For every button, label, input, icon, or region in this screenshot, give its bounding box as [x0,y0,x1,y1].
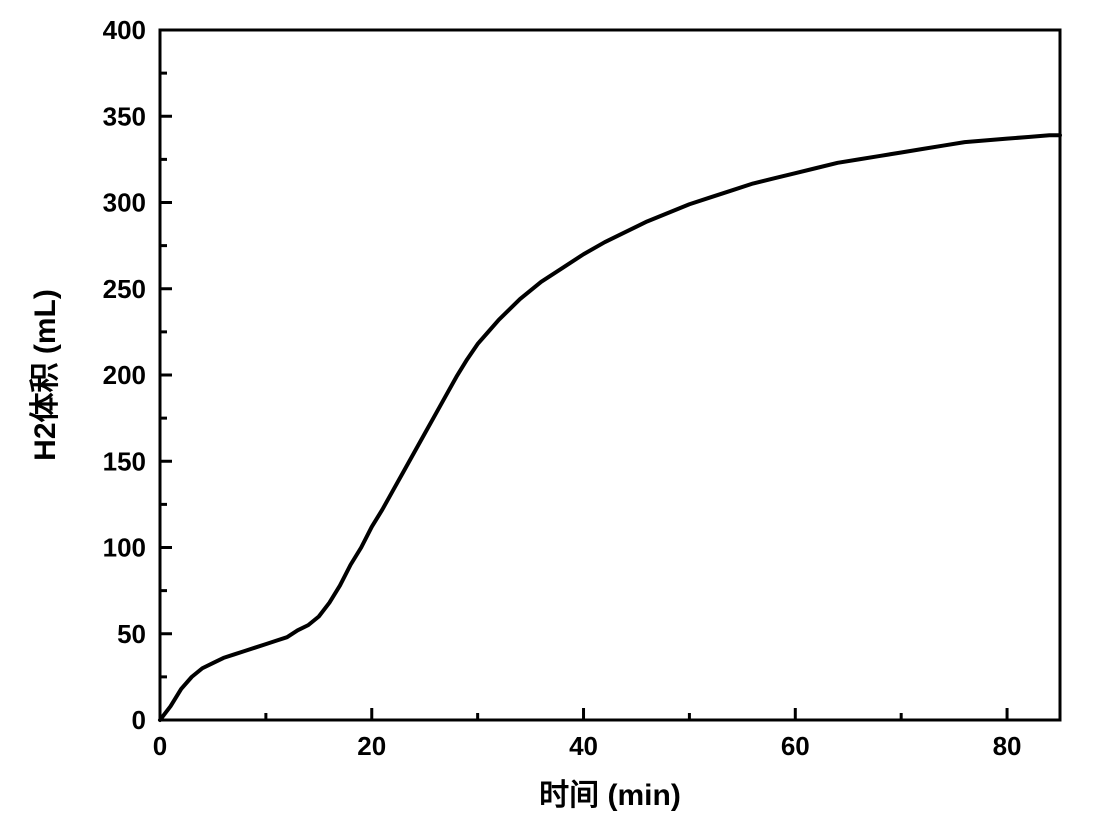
y-tick-label: 300 [103,188,146,218]
chart-container: 0 20 40 60 80 时间 (min) 0 50 100 150 200 250 300 350 40… [0,0,1107,830]
x-axis-label: 时间 (min) [539,779,681,812]
y-tick-label: 100 [103,533,146,563]
x-tick-label: 60 [781,731,810,761]
y-tick-label: 400 [103,15,146,45]
y-tick-label: 200 [103,360,146,390]
x-tick-label: 0 [153,731,167,761]
line-chart-svg: 0 20 40 60 80 时间 (min) 0 50 100 150 200 250 300 350 40… [0,0,1107,830]
y-tick-label: 250 [103,274,146,304]
y-tick-label: 0 [132,705,146,735]
y-axis-label: H2体积 (mL) [29,289,62,461]
y-tick-label: 50 [117,619,146,649]
x-tick-label: 80 [993,731,1022,761]
y-tick-label: 350 [103,101,146,131]
x-tick-label: 40 [569,731,598,761]
x-tick-label: 20 [357,731,386,761]
y-tick-label: 150 [103,446,146,476]
